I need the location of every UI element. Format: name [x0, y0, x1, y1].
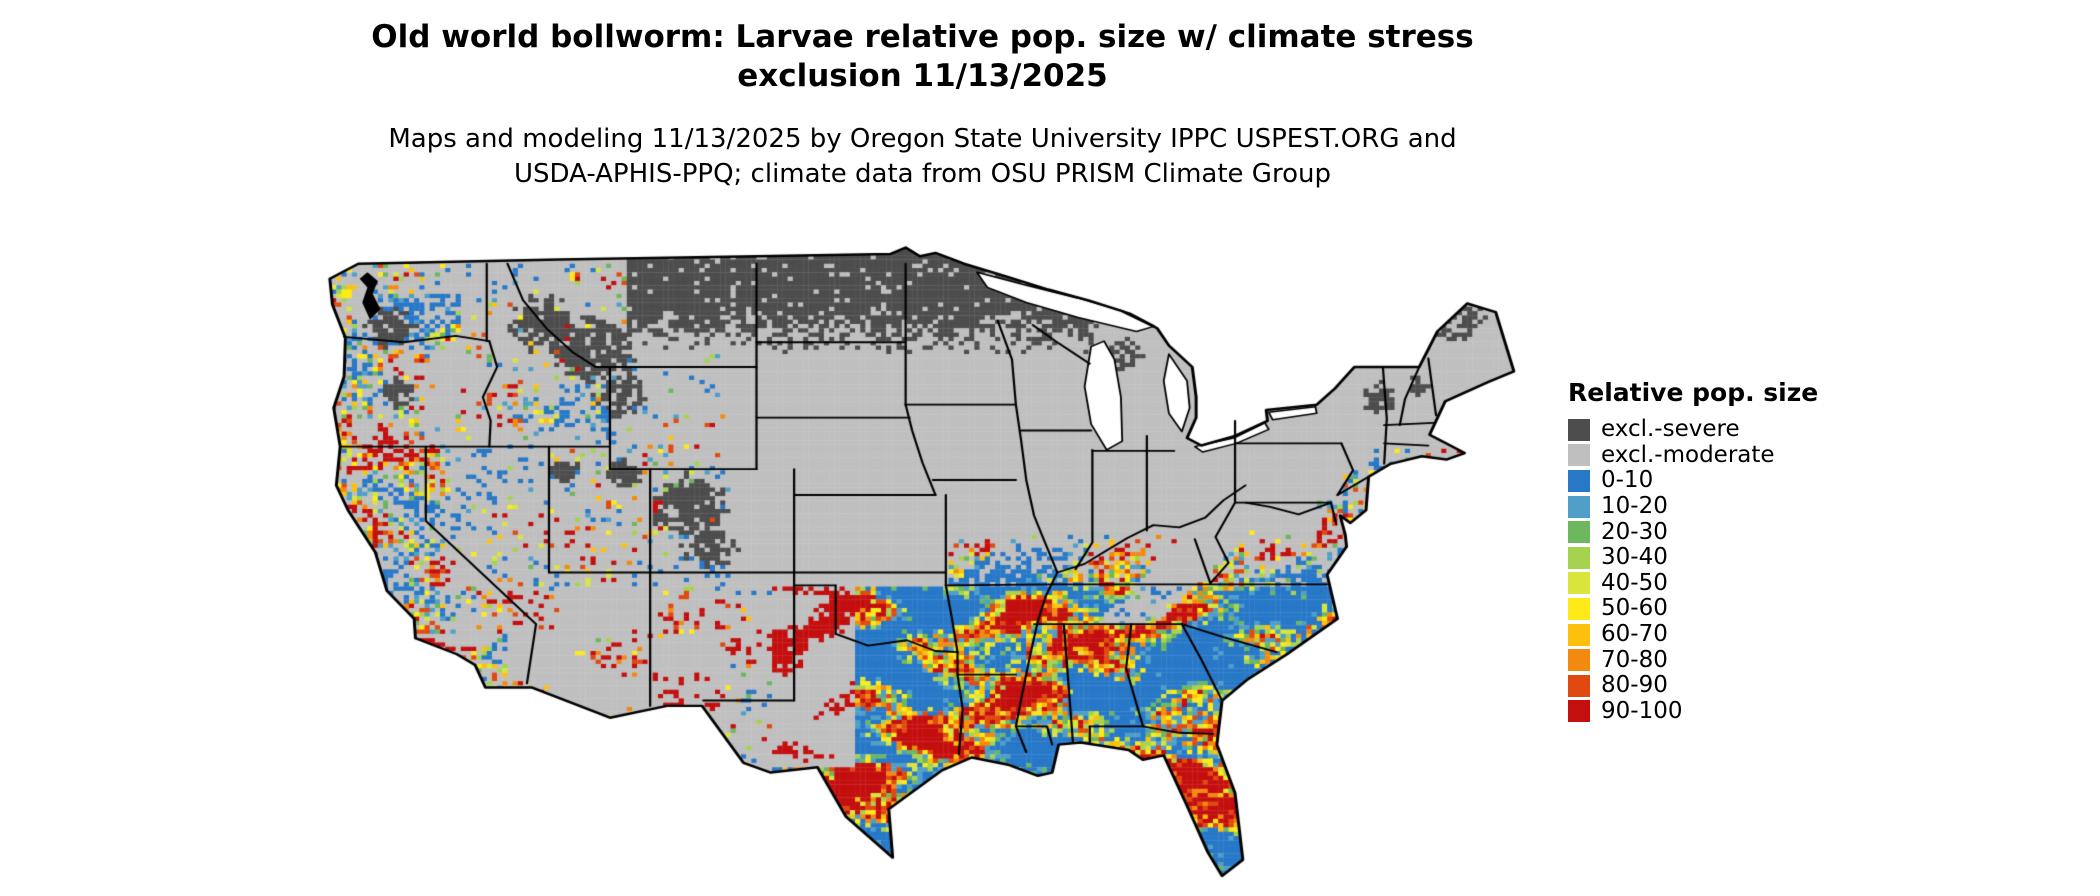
credits-line2: USDA-APHIS-PPQ; climate data from OSU PR…: [514, 159, 1331, 189]
legend-swatch-icon: [1568, 495, 1590, 518]
legend-swatch-icon: [1568, 700, 1590, 723]
legend-item: 30-40: [1568, 545, 1818, 571]
legend-item-label: 30-40: [1601, 544, 1668, 571]
legend-item: 40-50: [1568, 571, 1818, 597]
legend-item-label: 10-20: [1601, 493, 1668, 520]
legend-item: 10-20: [1568, 494, 1818, 520]
legend-item: 90-100: [1568, 699, 1818, 725]
legend-item-label: 20-30: [1601, 518, 1668, 545]
legend-item: 0-10: [1568, 468, 1818, 494]
legend-item: excl.-moderate: [1568, 443, 1818, 469]
legend-swatch-icon: [1568, 546, 1590, 569]
legend-swatch-icon: [1568, 444, 1590, 467]
legend-title: Relative pop. size: [1568, 378, 1819, 407]
us-map: [300, 225, 1545, 892]
legend-item-label: 70-80: [1601, 646, 1668, 673]
legend-item-label: 50-60: [1601, 595, 1668, 622]
legend-swatch-icon: [1568, 649, 1590, 672]
legend-item-label: 60-70: [1601, 621, 1668, 648]
legend-swatch-icon: [1568, 469, 1590, 492]
legend-swatch-icon: [1568, 674, 1590, 697]
us-map-area: [300, 225, 1545, 896]
legend-item-label: 90-100: [1601, 697, 1683, 724]
legend-item-label: 40-50: [1601, 569, 1668, 596]
legend-items: excl.-severe excl.-moderate 0-10 10-20 20-30…: [1568, 417, 1818, 724]
legend-item-label: excl.-moderate: [1601, 441, 1775, 468]
legend-item: 60-70: [1568, 622, 1818, 648]
title-block: Old world bollworm: Larvae relative pop.…: [300, 18, 1545, 192]
legend-swatch-icon: [1568, 521, 1590, 544]
credits-line1: Maps and modeling 11/13/2025 by Oregon S…: [388, 124, 1457, 154]
legend-swatch-icon: [1568, 623, 1590, 646]
legend: Relative pop. size excl.-severe excl.-mod…: [1568, 378, 1818, 724]
legend-item-label: excl.-severe: [1601, 416, 1740, 443]
legend-item: 80-90: [1568, 673, 1818, 699]
page-title-line2: exclusion 11/13/2025: [737, 58, 1108, 94]
legend-swatch-icon: [1568, 572, 1590, 595]
legend-item: 70-80: [1568, 647, 1818, 673]
legend-swatch-icon: [1568, 597, 1590, 620]
page-title: Old world bollworm: Larvae relative pop.…: [300, 18, 1545, 96]
legend-item-label: 80-90: [1601, 672, 1668, 699]
legend-item: 50-60: [1568, 596, 1818, 622]
page-title-line1: Old world bollworm: Larvae relative pop.…: [371, 19, 1474, 55]
legend-swatch-icon: [1568, 418, 1590, 441]
legend-item: excl.-severe: [1568, 417, 1818, 443]
legend-item: 20-30: [1568, 519, 1818, 545]
credits-subtitle: Maps and modeling 11/13/2025 by Oregon S…: [300, 122, 1545, 192]
legend-item-label: 0-10: [1601, 467, 1654, 494]
